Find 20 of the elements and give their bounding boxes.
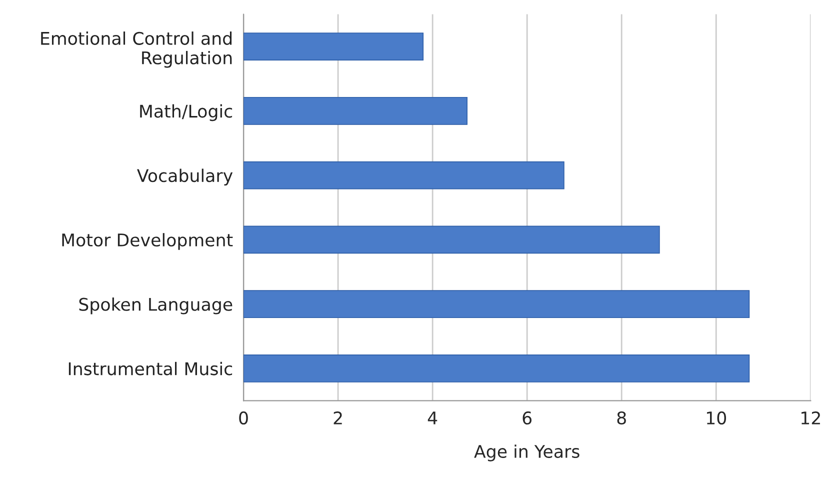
x-tick-label: 8	[617, 411, 626, 425]
bar	[244, 161, 564, 190]
bar	[244, 226, 660, 254]
x-tick-label: 12	[802, 411, 820, 424]
x-tick-label: 2	[334, 411, 342, 424]
y-tick-label: Instrumental Music	[68, 362, 232, 376]
x-axis-title: Age in Years	[474, 444, 580, 462]
y-tick-label: Emotional Control and Regulation	[41, 32, 232, 68]
x-tick-label: 4	[428, 412, 438, 424]
bar	[244, 32, 424, 60]
y-tick-label: Math/Logic	[140, 104, 232, 122]
bar	[244, 354, 750, 382]
x-tick-label: 6	[522, 411, 532, 425]
x-tick-label: 0	[239, 411, 248, 425]
bar	[244, 290, 750, 318]
bar	[244, 96, 468, 125]
y-tick-label: Vocabulary	[137, 168, 233, 186]
x-tick-label: 10	[706, 411, 726, 425]
y-tick-label: Motor Development	[62, 233, 233, 250]
y-tick-label: Spoken Language	[79, 297, 232, 314]
